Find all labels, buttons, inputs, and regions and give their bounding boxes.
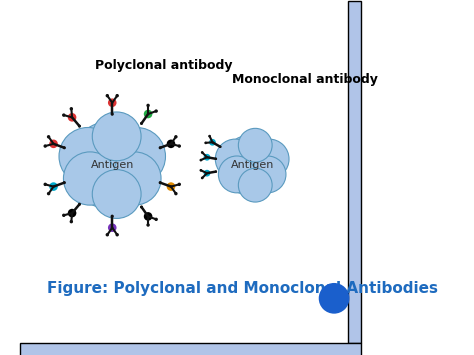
Circle shape [108,152,161,205]
Circle shape [63,181,66,184]
Text: Figure: Polyclonal and Monoclonal Antibodies: Figure: Polyclonal and Monoclonal Antibo… [47,280,438,296]
Circle shape [144,212,152,221]
Circle shape [167,182,175,191]
Circle shape [159,181,162,184]
Circle shape [44,144,47,148]
Circle shape [178,144,181,148]
Circle shape [140,122,143,125]
Circle shape [167,140,175,148]
Circle shape [62,113,65,117]
Circle shape [47,192,50,195]
Circle shape [78,125,81,128]
Circle shape [215,139,255,179]
Circle shape [108,127,165,185]
Circle shape [215,158,217,160]
Circle shape [64,152,117,205]
Circle shape [140,206,143,208]
Circle shape [159,146,162,149]
Circle shape [49,182,58,191]
Circle shape [92,170,141,218]
Circle shape [59,127,117,185]
FancyBboxPatch shape [20,343,361,355]
Circle shape [116,94,119,97]
Circle shape [70,220,73,223]
Circle shape [249,139,289,179]
Circle shape [68,113,76,122]
Text: Antigen: Antigen [91,160,134,170]
Circle shape [49,140,58,148]
Circle shape [204,154,210,160]
Circle shape [62,214,65,217]
Circle shape [201,176,203,179]
Circle shape [111,113,114,116]
Circle shape [219,146,221,148]
Circle shape [108,98,117,107]
Text: Antigen: Antigen [230,160,274,170]
Circle shape [200,169,202,172]
Circle shape [108,223,117,232]
Circle shape [111,215,114,218]
Circle shape [70,107,73,110]
Circle shape [47,135,50,138]
Circle shape [204,170,210,176]
Circle shape [144,110,152,118]
Circle shape [146,223,150,227]
Circle shape [215,170,217,173]
Circle shape [78,203,81,206]
FancyBboxPatch shape [348,1,361,343]
Circle shape [174,192,178,195]
Circle shape [174,135,178,138]
Circle shape [219,156,255,193]
Circle shape [92,112,141,161]
Circle shape [155,218,158,221]
Circle shape [249,156,286,193]
Circle shape [44,182,47,186]
Circle shape [178,182,181,186]
Circle shape [201,151,203,154]
Circle shape [68,121,156,209]
Circle shape [68,209,76,217]
Text: Polyclonal antibody: Polyclonal antibody [95,59,233,72]
Circle shape [155,109,158,113]
Circle shape [116,233,119,236]
Circle shape [63,146,66,149]
Circle shape [238,168,272,202]
Circle shape [106,233,109,236]
Circle shape [106,94,109,97]
Circle shape [238,129,272,162]
Circle shape [208,135,211,137]
Circle shape [204,142,207,144]
Circle shape [209,139,216,146]
Circle shape [221,135,283,196]
Circle shape [200,159,202,162]
Circle shape [146,104,150,107]
Circle shape [319,283,349,314]
Text: Monoclonal antibody: Monoclonal antibody [232,73,378,86]
